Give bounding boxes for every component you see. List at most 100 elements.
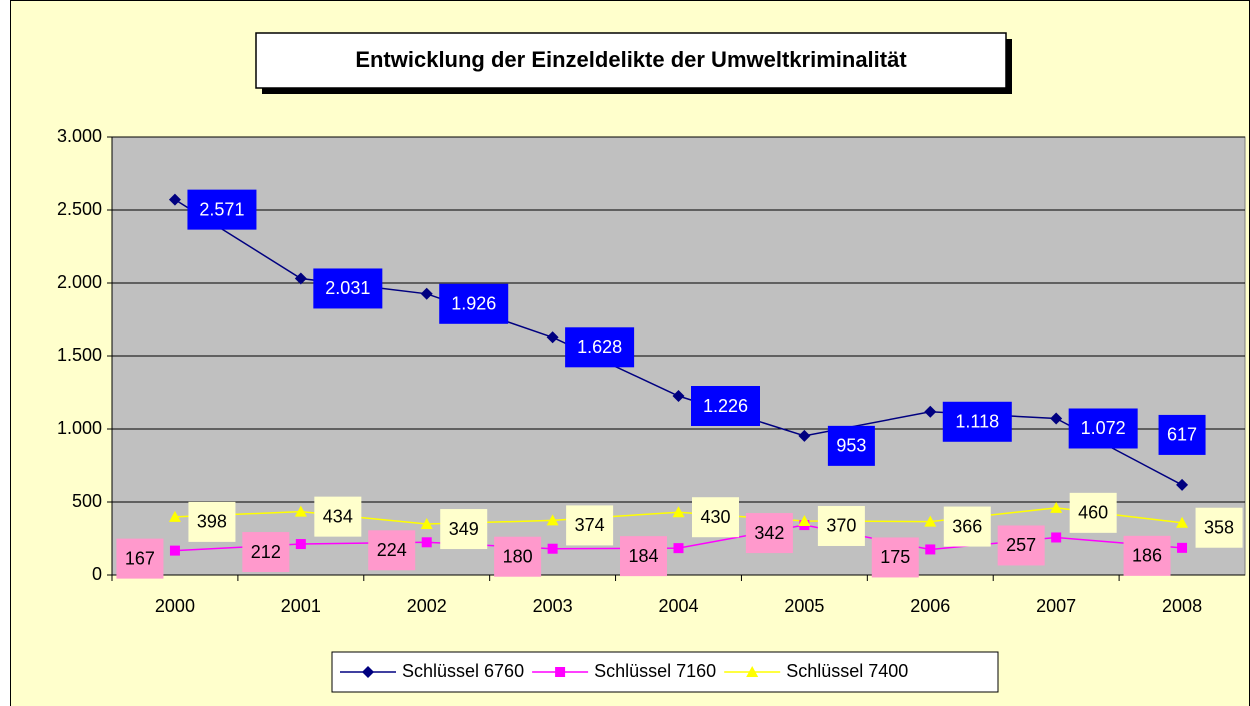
title-box: [255, 32, 1007, 89]
data-label-box: [440, 509, 488, 550]
data-label-box: [188, 501, 236, 542]
data-label: 1.628: [577, 337, 622, 357]
legend-label: Schlüssel 6760: [402, 661, 524, 681]
data-label: 366: [952, 516, 982, 536]
data-label-box: [620, 536, 667, 577]
point: [673, 543, 684, 554]
x-tick-label: 2003: [533, 596, 573, 616]
x-tick-label: 2005: [784, 596, 824, 616]
data-label-box: [692, 497, 739, 538]
point: [168, 510, 181, 522]
point: [295, 539, 306, 550]
data-label: 175: [880, 547, 910, 567]
x-tick-label: 2002: [407, 596, 447, 616]
point: [1177, 542, 1188, 553]
legend-marker: [555, 667, 566, 677]
x-tick-label: 2001: [281, 596, 321, 616]
point: [168, 193, 181, 206]
point: [420, 287, 433, 300]
data-label-box: [997, 525, 1045, 566]
data-label: 434: [323, 506, 353, 526]
data-label: 184: [628, 546, 658, 566]
data-label: 180: [503, 546, 533, 566]
data-label: 224: [377, 540, 407, 560]
point: [672, 506, 685, 518]
data-label-box: [1158, 414, 1206, 455]
data-label: 257: [1006, 535, 1036, 555]
data-label: 617: [1167, 425, 1197, 445]
point: [294, 505, 307, 517]
data-label-box: [942, 401, 1012, 442]
data-label-box: [116, 538, 164, 579]
data-label: 342: [754, 523, 784, 543]
data-label: 212: [251, 542, 281, 562]
data-label: 1.118: [955, 412, 999, 432]
data-label-box: [1195, 507, 1243, 548]
y-tick-label: 2.000: [57, 272, 102, 292]
data-label-box: [827, 425, 875, 466]
point: [294, 272, 307, 285]
point: [421, 537, 432, 548]
point: [1176, 516, 1189, 528]
point: [546, 331, 559, 344]
data-label-box: [368, 530, 416, 571]
x-tick-label: 2006: [910, 596, 950, 616]
data-label-box: [1069, 492, 1117, 533]
data-label-box: [439, 283, 509, 324]
x-tick-label: 2007: [1036, 596, 1076, 616]
point: [798, 429, 811, 442]
legend-label: Schlüssel 7400: [786, 661, 908, 681]
data-label-box: [745, 513, 793, 554]
point: [924, 405, 937, 418]
data-label: 370: [826, 516, 856, 536]
chart-title: Entwicklung der Einzeldelikte der Umwelt…: [355, 47, 907, 72]
data-label-box: [242, 532, 290, 573]
point: [924, 515, 937, 527]
data-label-box: [565, 327, 635, 368]
data-label-box: [566, 505, 614, 546]
point: [169, 545, 180, 556]
data-label: 953: [836, 436, 866, 456]
legend-marker: [362, 666, 374, 678]
data-label-box: [494, 536, 542, 577]
data-label: 2.031: [325, 278, 370, 298]
x-tick-label: 2000: [155, 596, 195, 616]
point: [546, 514, 559, 526]
legend-label: Schlüssel 7160: [594, 661, 716, 681]
y-tick-label: 0: [92, 564, 102, 584]
data-label-box: [817, 505, 865, 546]
data-label: 186: [1132, 546, 1162, 566]
data-label: 1.226: [703, 396, 748, 416]
y-tick-label: 1.000: [57, 418, 102, 438]
point: [672, 390, 685, 403]
data-label-box: [1068, 408, 1138, 449]
data-label: 1.072: [1081, 418, 1126, 438]
data-label: 374: [575, 515, 605, 535]
point: [1050, 412, 1063, 425]
data-label-box: [314, 496, 362, 537]
legend-marker: [746, 666, 759, 677]
y-tick-label: 3.000: [57, 126, 102, 146]
data-label: 430: [700, 507, 730, 527]
point: [925, 544, 936, 555]
data-label: 2.571: [199, 199, 244, 219]
x-tick-label: 2004: [658, 596, 698, 616]
point: [547, 543, 558, 554]
point: [420, 518, 433, 530]
data-label: 358: [1204, 517, 1234, 537]
data-label: 460: [1078, 503, 1108, 523]
point: [1050, 501, 1063, 513]
point: [798, 514, 811, 526]
point: [1051, 532, 1062, 543]
y-tick-label: 2.500: [57, 199, 102, 219]
data-label-box: [313, 268, 383, 309]
data-label: 398: [197, 512, 227, 532]
y-tick-label: 500: [72, 491, 102, 511]
y-tick-label: 1.500: [57, 345, 102, 365]
point: [1176, 478, 1189, 491]
data-label-box: [943, 506, 991, 547]
data-label: 1.926: [451, 294, 496, 314]
data-label-box: [691, 386, 760, 427]
x-tick-label: 2008: [1162, 596, 1202, 616]
